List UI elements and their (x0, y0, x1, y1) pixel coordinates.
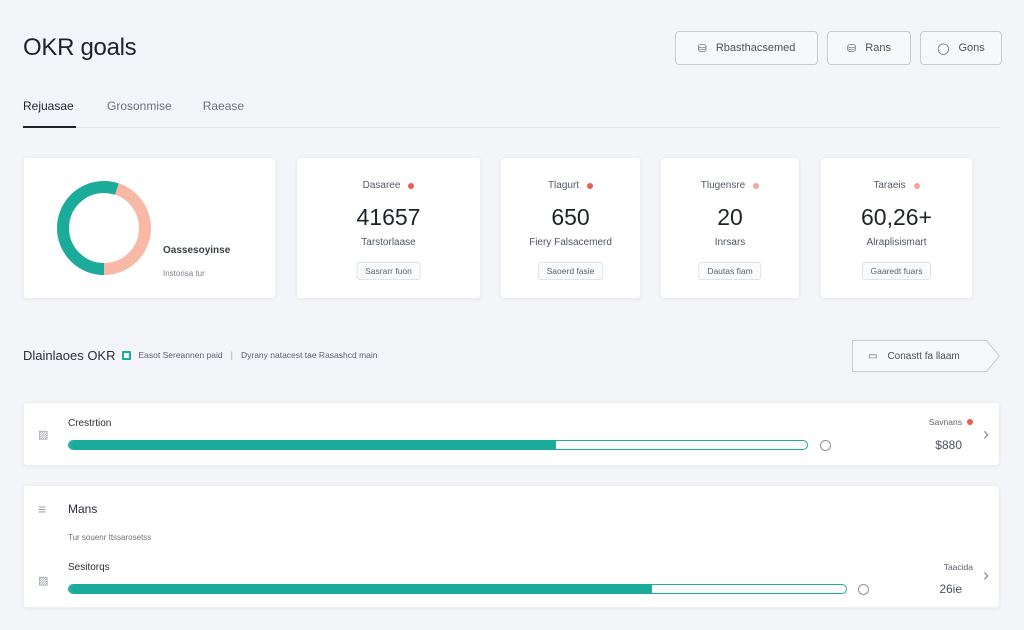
stat-value: 20 (717, 204, 743, 230)
stat-chip[interactable]: Saoerd fasie (537, 262, 604, 280)
stat-card[interactable]: Tlugensre 20 Inrsars Dautas fiam (660, 157, 800, 299)
menu-icon: ≡ (38, 501, 47, 517)
okr-row-value: $880 (935, 438, 962, 452)
progress-bar-fill (69, 585, 652, 593)
section-title: Dlainlaoes OKR (23, 347, 116, 363)
tab-overview[interactable]: Rejuasae (23, 90, 76, 128)
progress-donut-card: Oassesoyinse Instorisa tur (23, 157, 276, 299)
status-ring-icon (820, 440, 831, 451)
stat-label: Taraeis (821, 180, 972, 191)
filter-button-label: Rbasthacsemed (715, 42, 796, 54)
status-dot (967, 419, 973, 425)
okr-row-status: Savnans (929, 417, 973, 427)
donut-subtitle: Instorisa tur (163, 269, 205, 278)
tab-progress[interactable]: Grosonmise (107, 99, 172, 113)
stat-label-text: Tlagurt (547, 180, 580, 191)
okr-row-status: Taacida (944, 562, 973, 572)
info-icon: ◯ (937, 42, 950, 55)
donut-progress-arc (57, 181, 151, 275)
settings-button[interactable]: ⛁ Rans (827, 31, 911, 65)
chevron-right-icon[interactable]: › (983, 565, 989, 585)
okr-row[interactable]: ≡ Mans Tur souenr ttssarosetss ▨ Sesitor… (23, 485, 1000, 608)
divider: | (230, 350, 233, 360)
image-icon: ▨ (38, 575, 49, 587)
stat-subtitle: Inrsars (714, 237, 746, 248)
status-dot (408, 182, 415, 189)
section-action-label: Conastt fa llaam (887, 350, 960, 362)
okr-row-label: Crestrtion (68, 418, 112, 429)
okr-row-title: Mans (68, 502, 98, 516)
status-dot (913, 182, 920, 189)
progress-bar (68, 584, 847, 594)
stat-label: Dasaree (297, 180, 480, 191)
stat-value: 60,26+ (861, 204, 932, 230)
section-action-button[interactable]: ▭ Conastt fa llaam (852, 340, 1000, 372)
stat-subtitle: Tarstorlaase (361, 237, 416, 248)
progress-donut-chart (57, 181, 151, 275)
status-dot (587, 182, 594, 189)
progress-bar (68, 440, 808, 450)
stat-card[interactable]: Tlagurt 650 Fiery Falsacemerd Saoerd fas… (500, 157, 641, 299)
settings-button-label: Rans (865, 42, 891, 54)
stat-card[interactable]: Taraeis 60,26+ Alraplisismart Gaaredt fu… (820, 157, 973, 299)
stat-value: 41657 (356, 204, 421, 230)
status-dot (753, 182, 760, 189)
page-title: OKR goals (23, 34, 137, 61)
okr-row-label: Sesitorqs (68, 562, 110, 573)
image-icon: ▨ (38, 429, 49, 441)
status-ring-icon (858, 584, 869, 595)
okr-row-status-text: Savnans (928, 417, 962, 427)
filter-button[interactable]: ⛁ Rbasthacsemed (675, 31, 818, 65)
section-note: Easot Sereannen paid (138, 350, 223, 360)
donut-title: Oassesoyinse (163, 245, 231, 256)
info-button[interactable]: ◯ Gons (920, 31, 1002, 65)
stat-subtitle: Fiery Falsacemerd (529, 237, 612, 248)
calendar-icon: ▭ (868, 350, 878, 362)
stat-chip[interactable]: Dautas fiam (698, 262, 762, 280)
stat-chip[interactable]: Gaaredt fuars (861, 262, 932, 280)
stat-chip[interactable]: Sasrarr fuon (356, 262, 421, 280)
stat-label-text: Taraeis (873, 180, 906, 191)
okr-row-value: 26ie (939, 582, 962, 596)
okr-row-subtitle: Tur souenr ttssarosetss (68, 533, 152, 542)
stat-label: Tlagurt (501, 180, 640, 191)
toolbar: ⛁ Rbasthacsemed ⛁ Rans ◯ Gons (675, 31, 1002, 65)
settings-icon: ⛁ (847, 42, 857, 55)
okr-row-status-text: Taacida (943, 562, 973, 572)
filter-icon: ⛁ (697, 42, 707, 55)
stat-card[interactable]: Dasaree 41657 Tarstorlaase Sasrarr fuon (296, 157, 481, 299)
info-button-label: Gons (958, 42, 985, 54)
tab-reports[interactable]: Raease (202, 99, 245, 113)
okr-row[interactable]: ▨ Crestrtion Savnans $880 › (23, 402, 1000, 466)
stat-value: 650 (551, 204, 590, 230)
section-description: Dyrany natacest tae Rasashcd main (240, 350, 378, 360)
stat-label-text: Dasaree (362, 180, 401, 191)
stat-label: Tlugensre (661, 180, 799, 191)
square-icon (121, 350, 131, 360)
section-header: Dlainlaoes OKR Easot Sereannen paid | Dy… (23, 340, 1000, 372)
stat-label-text: Tlugensre (700, 180, 746, 191)
tab-bar: Rejuasae Grosonmise Raease (23, 90, 1000, 128)
stat-subtitle: Alraplisismart (866, 237, 927, 248)
progress-bar-fill (69, 441, 557, 449)
chevron-right-icon[interactable]: › (983, 424, 989, 444)
